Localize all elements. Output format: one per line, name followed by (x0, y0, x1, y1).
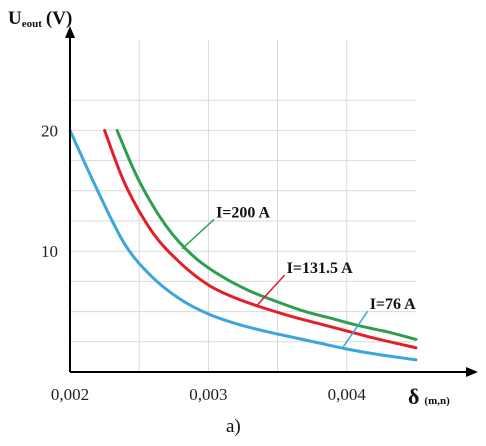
annotation-leader (256, 274, 286, 307)
series-line-2 (68, 128, 418, 362)
annotation-leader (181, 218, 215, 250)
x-axis-arrow-icon (466, 367, 478, 377)
annotations: I=200 A I=131.5 A I=76 A (181, 204, 416, 349)
series-lines (68, 128, 418, 362)
y-tick-label: 20 (41, 121, 58, 140)
series-line-0 (115, 128, 418, 341)
x-tick-label: 0,002 (51, 385, 89, 404)
annotation-leader (342, 310, 369, 349)
tick-labels: 10 20 0,002 0,003 0,004 (41, 121, 366, 404)
figure-caption: a) (226, 416, 241, 437)
y-axis-title-main: U (8, 8, 22, 29)
y-axis-arrow-icon (65, 26, 75, 38)
y-axis-title: Ueout (V) (8, 8, 72, 30)
x-axis-title-unit: (m,n) (424, 395, 450, 407)
x-tick-label: 0,003 (189, 385, 227, 404)
grid (70, 40, 416, 372)
y-axis-title-unit: (V) (46, 8, 72, 29)
annotation-label-1: I=131.5 A (287, 260, 353, 277)
x-axis-title: δ (m,n) (408, 384, 450, 409)
series-line-1 (103, 128, 418, 350)
x-axis-title-main: δ (408, 384, 419, 409)
y-axis-title-sub: eout (22, 18, 43, 30)
y-tick-label: 10 (41, 242, 58, 261)
annotation-label-0: I=200 A (216, 204, 270, 221)
x-tick-label: 0,004 (328, 385, 367, 404)
axes (65, 26, 478, 377)
annotation-label-2: I=76 A (370, 296, 416, 313)
